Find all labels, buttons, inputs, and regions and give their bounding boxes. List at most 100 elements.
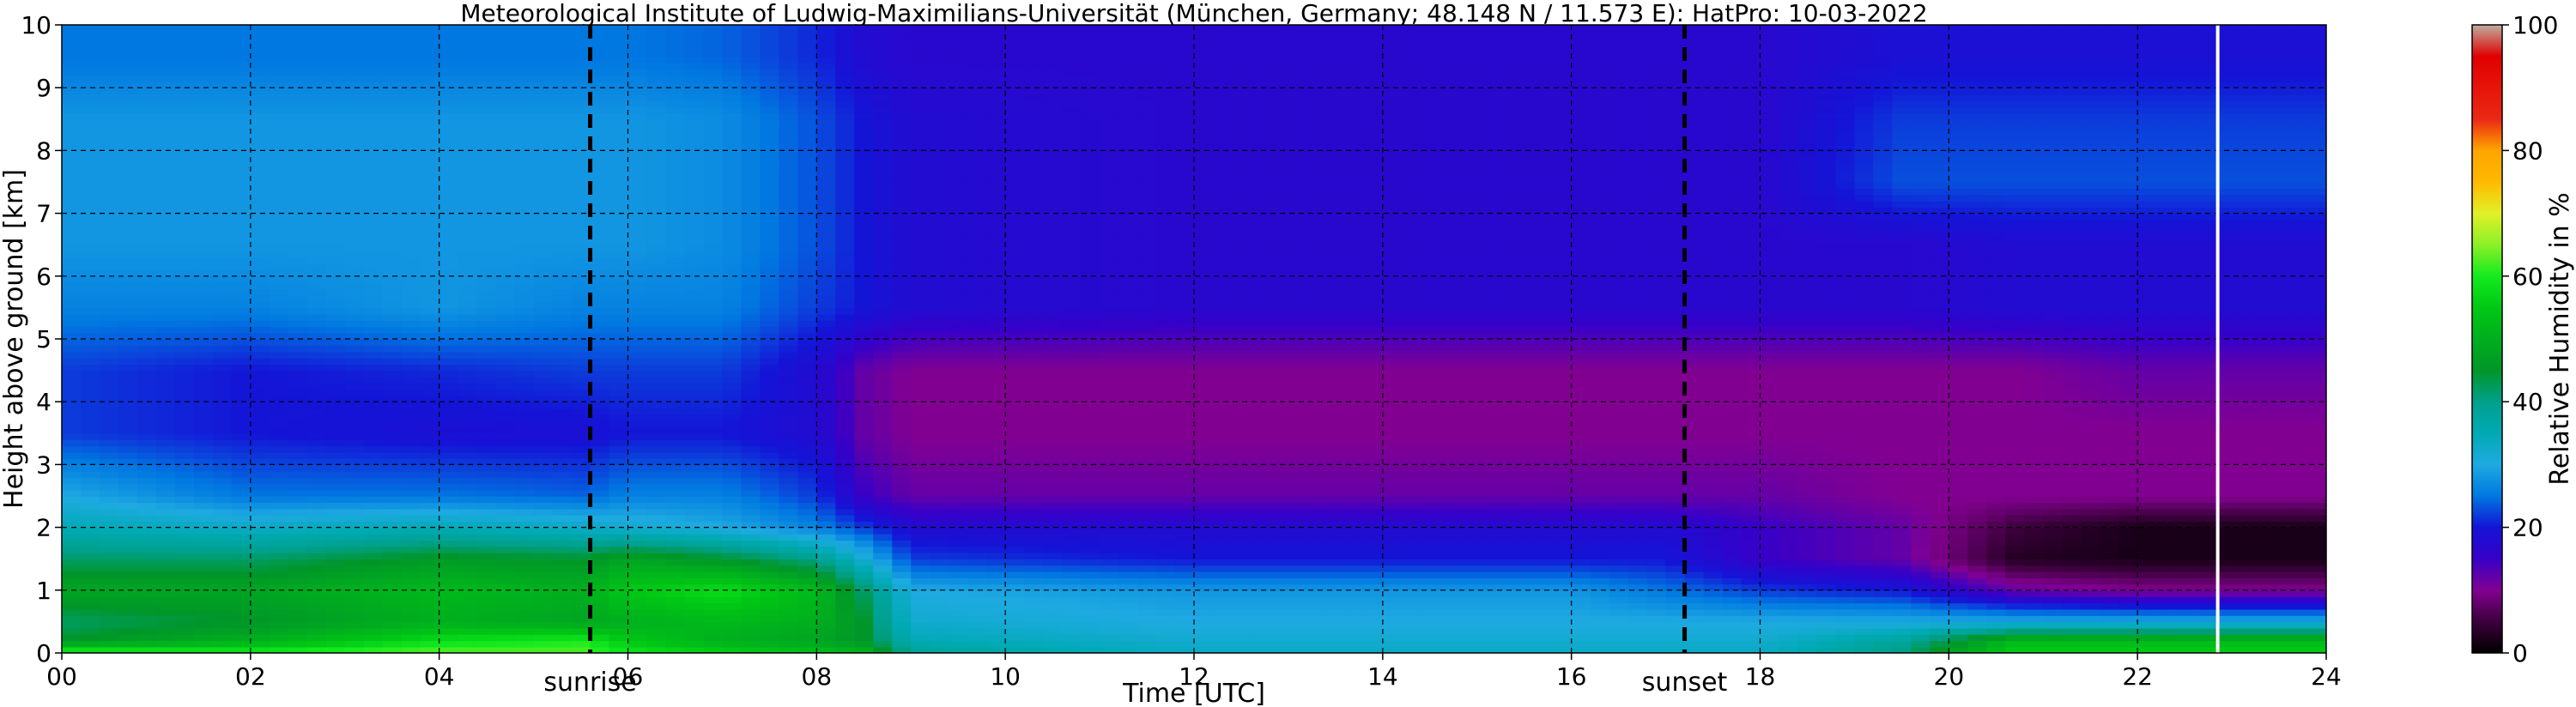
heatmap-cell bbox=[269, 615, 289, 623]
heatmap-cell bbox=[174, 370, 195, 378]
heatmap-cell bbox=[665, 263, 686, 271]
heatmap-cell bbox=[741, 275, 761, 283]
heatmap-cell bbox=[760, 383, 780, 390]
heatmap-cell bbox=[495, 527, 516, 535]
heatmap-cell bbox=[665, 389, 686, 396]
heatmap-cell bbox=[99, 106, 119, 114]
heatmap-cell bbox=[816, 169, 837, 177]
heatmap-cell bbox=[401, 301, 421, 309]
heatmap-cell bbox=[231, 213, 252, 221]
heatmap-cell bbox=[231, 326, 252, 334]
heatmap-cell bbox=[401, 521, 421, 529]
heatmap-cell bbox=[911, 106, 931, 114]
heatmap-cell bbox=[212, 288, 233, 296]
heatmap-cell bbox=[306, 282, 327, 290]
heatmap-cell bbox=[949, 50, 968, 57]
heatmap-cell bbox=[873, 521, 894, 529]
heatmap-cell bbox=[212, 395, 233, 402]
heatmap-cell bbox=[797, 125, 818, 133]
heatmap-cell bbox=[306, 182, 327, 190]
heatmap-cell bbox=[174, 451, 195, 459]
heatmap-cell bbox=[797, 81, 818, 88]
heatmap-cell bbox=[476, 345, 497, 353]
heatmap-cell bbox=[420, 621, 440, 629]
heatmap-cell bbox=[703, 621, 724, 629]
heatmap-cell bbox=[703, 175, 724, 183]
heatmap-cell bbox=[420, 275, 440, 283]
heatmap-cell bbox=[363, 294, 384, 302]
heatmap-cell bbox=[439, 257, 459, 264]
heatmap-cell bbox=[835, 426, 856, 434]
heatmap-cell bbox=[779, 69, 799, 76]
heatmap-cell bbox=[665, 213, 686, 221]
heatmap-cell bbox=[420, 131, 440, 139]
heatmap-cell bbox=[514, 634, 535, 642]
heatmap-cell bbox=[363, 326, 384, 334]
heatmap-cell bbox=[382, 408, 403, 415]
heatmap-cell bbox=[401, 426, 421, 434]
heatmap-cell bbox=[930, 477, 950, 485]
heatmap-cell bbox=[627, 351, 648, 359]
heatmap-cell bbox=[779, 251, 799, 258]
heatmap-cell bbox=[835, 414, 856, 421]
heatmap-cell bbox=[118, 508, 138, 516]
heatmap-cell bbox=[854, 37, 875, 45]
heatmap-cell bbox=[306, 188, 327, 196]
heatmap-cell bbox=[911, 559, 931, 566]
heatmap-cell bbox=[873, 37, 894, 45]
heatmap-cell bbox=[420, 521, 440, 529]
heatmap-cell bbox=[401, 439, 421, 447]
heatmap-cell bbox=[892, 275, 912, 283]
heatmap-cell bbox=[949, 294, 968, 302]
heatmap-cell bbox=[344, 150, 365, 158]
heatmap-cell bbox=[118, 389, 138, 396]
heatmap-cell bbox=[80, 207, 100, 215]
heatmap-cell bbox=[665, 288, 686, 296]
heatmap-cell bbox=[193, 577, 214, 585]
heatmap-cell bbox=[99, 37, 119, 45]
heatmap-cell bbox=[684, 301, 705, 309]
heatmap-cell bbox=[288, 251, 308, 258]
heatmap-cell bbox=[231, 621, 252, 629]
heatmap-cell bbox=[665, 351, 686, 359]
heatmap-cell bbox=[779, 332, 799, 340]
heatmap-cell bbox=[760, 175, 780, 183]
heatmap-cell bbox=[495, 577, 516, 585]
heatmap-cell bbox=[118, 269, 138, 277]
heatmap-cell bbox=[854, 25, 875, 33]
heatmap-cell bbox=[420, 62, 440, 70]
heatmap-cell bbox=[401, 245, 421, 252]
heatmap-cell bbox=[892, 219, 912, 227]
heatmap-cell bbox=[212, 408, 233, 415]
heatmap-cell bbox=[99, 464, 119, 472]
heatmap-cell bbox=[382, 339, 403, 347]
heatmap-cell bbox=[590, 150, 610, 158]
heatmap-cell bbox=[722, 383, 742, 390]
heatmap-cell bbox=[193, 163, 214, 171]
heatmap-cell bbox=[609, 508, 629, 516]
heatmap-cell bbox=[80, 56, 100, 63]
heatmap-cell bbox=[627, 571, 648, 578]
heatmap-cell bbox=[80, 219, 100, 227]
heatmap-cell bbox=[816, 238, 837, 245]
heatmap-cell bbox=[816, 420, 837, 428]
heatmap-cell bbox=[193, 69, 214, 76]
heatmap-cell bbox=[118, 546, 138, 553]
heatmap-cell bbox=[155, 251, 176, 258]
heatmap-cell bbox=[949, 182, 968, 190]
heatmap-cell bbox=[193, 226, 214, 233]
heatmap-cell bbox=[155, 432, 176, 440]
heatmap-cell bbox=[722, 307, 742, 315]
heatmap-cell bbox=[873, 420, 894, 428]
heatmap-cell bbox=[609, 169, 629, 177]
heatmap-cell bbox=[665, 332, 686, 340]
heatmap-cell bbox=[288, 81, 308, 88]
heatmap-cell bbox=[80, 640, 100, 648]
heatmap-cell bbox=[571, 640, 591, 648]
heatmap-cell bbox=[986, 552, 1006, 559]
heatmap-cell bbox=[212, 163, 233, 171]
heatmap-cell bbox=[609, 156, 629, 164]
heatmap-cell bbox=[552, 634, 573, 642]
heatmap-cell bbox=[552, 477, 573, 485]
heatmap-cell bbox=[930, 345, 950, 353]
